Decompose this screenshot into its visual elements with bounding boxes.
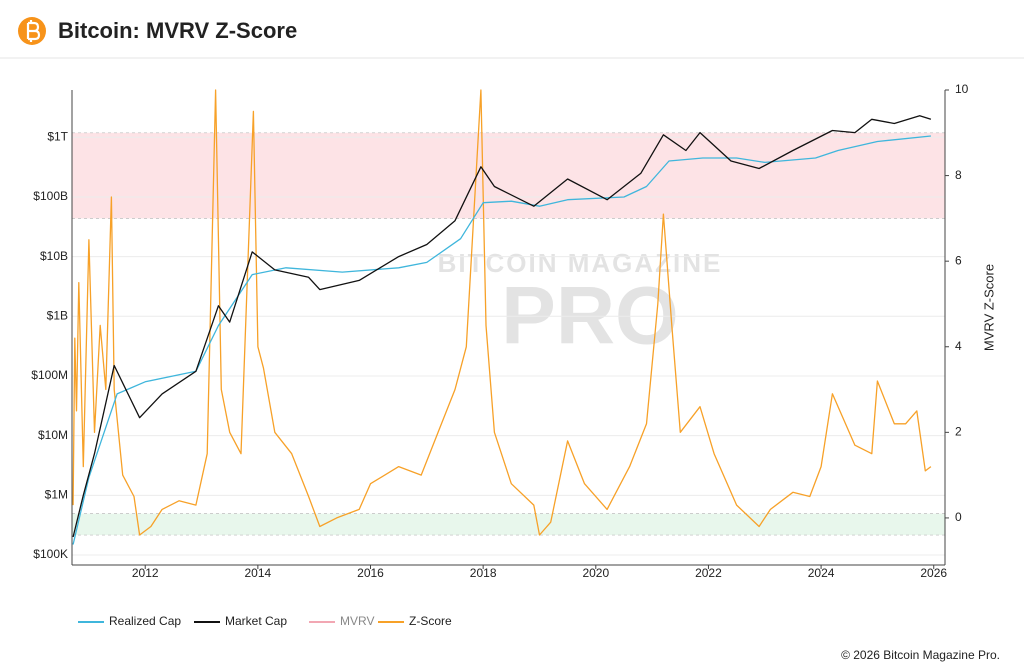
y-tick-label: $10M xyxy=(38,428,68,442)
y2-tick-label: 0 xyxy=(955,510,962,524)
x-tick-label: 2026 xyxy=(920,566,947,580)
legend-label: MVRV xyxy=(340,614,374,628)
x-tick-label: 2018 xyxy=(470,566,497,580)
series-line xyxy=(72,135,931,545)
zone-band xyxy=(72,513,945,536)
x-tick-label: 2024 xyxy=(808,566,835,580)
series-line xyxy=(72,89,932,536)
y-tick-label: $1M xyxy=(45,488,68,502)
legend-label: Realized Cap xyxy=(109,614,181,628)
x-tick-label: 2022 xyxy=(695,566,722,580)
y-tick-label: $100K xyxy=(33,547,68,561)
x-tick-label: 2016 xyxy=(357,566,384,580)
y-tick-label: $100B xyxy=(33,189,68,203)
x-tick-label: 2014 xyxy=(245,566,272,580)
x-tick-label: 2012 xyxy=(132,566,159,580)
footer-copyright: © 2026 Bitcoin Magazine Pro. xyxy=(841,648,1000,662)
y2-tick-label: 6 xyxy=(955,253,962,267)
y-tick-label: $10B xyxy=(40,249,68,263)
header-title: Bitcoin: MVRV Z-Score xyxy=(58,18,297,43)
y2-tick-label: 8 xyxy=(955,168,962,182)
y2-axis-title: MVRV Z-Score xyxy=(981,264,996,351)
series-line xyxy=(72,115,932,538)
legend-label: Market Cap xyxy=(225,614,287,628)
y-tick-label: $1T xyxy=(47,129,68,143)
y2-tick-label: 4 xyxy=(955,339,962,353)
zone-band xyxy=(72,132,945,219)
y2-tick-label: 10 xyxy=(955,82,969,96)
bitcoin-icon-glyph xyxy=(26,20,41,42)
y-tick-label: $1B xyxy=(47,308,68,322)
x-tick-label: 2020 xyxy=(582,566,609,580)
legend-label: Z-Score xyxy=(409,614,452,628)
y-tick-label: $100M xyxy=(31,368,68,382)
plot: BITCOIN MAGAZINEPRO$100K$1M$10M$100M$1B$… xyxy=(31,82,996,628)
y2-tick-label: 2 xyxy=(955,425,962,439)
